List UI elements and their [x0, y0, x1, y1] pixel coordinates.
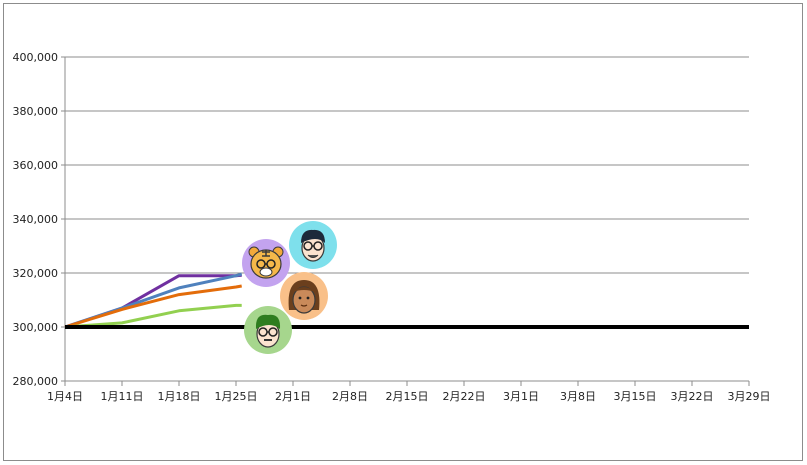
series-line-4	[64, 303, 242, 329]
series-line-3	[64, 284, 242, 329]
avatars	[242, 221, 337, 354]
tiger-stripes	[262, 250, 270, 257]
line-chart: 280,000 300,000 320,000 340,000 360,000 380,0…	[13, 51, 771, 403]
x-tick-label: 1月25日	[215, 390, 258, 403]
x-tick-label: 2月8日	[332, 390, 368, 403]
hair	[301, 229, 325, 243]
y-tick-label: 280,000	[13, 375, 59, 388]
beard	[307, 254, 319, 258]
x-tick-label: 1月18日	[158, 390, 201, 403]
x-tick-label: 3月22日	[671, 390, 714, 403]
axes: 280,000 300,000 320,000 340,000 360,000 380,0…	[13, 51, 771, 403]
series-lines	[64, 272, 243, 329]
eye-left	[298, 296, 302, 300]
tiger-mouth	[259, 267, 273, 277]
x-tick-label: 1月4日	[47, 390, 83, 403]
tiger-avatar-icon	[242, 239, 290, 287]
x-tick-label: 2月15日	[386, 390, 429, 403]
y-tick-label: 360,000	[13, 159, 59, 172]
man-glasses-avatar-icon	[289, 221, 337, 269]
x-tick-label: 3月8日	[560, 390, 596, 403]
x-tick-label: 3月29日	[728, 390, 771, 403]
chart-area: 280,000 300,000 320,000 340,000 360,000 380,0…	[3, 3, 803, 461]
x-tick-label: 2月22日	[443, 390, 486, 403]
y-tick-label: 400,000	[13, 51, 59, 64]
long-hair-avatar-icon	[280, 272, 328, 320]
x-tick-label: 2月1日	[275, 390, 311, 403]
eye-right	[306, 296, 310, 300]
x-tick-label: 3月15日	[614, 390, 657, 403]
y-tick-label: 300,000	[13, 321, 59, 334]
y-tick-label: 340,000	[13, 213, 59, 226]
gridlines	[65, 56, 749, 328]
mouth	[300, 304, 308, 307]
green-hair-avatar-icon	[244, 306, 292, 354]
y-tick-label: 320,000	[13, 267, 59, 280]
bangs	[293, 287, 315, 292]
x-tick-label: 3月1日	[503, 390, 539, 403]
hair	[255, 314, 281, 329]
x-tick-label: 1月11日	[101, 390, 144, 403]
y-tick-label: 380,000	[13, 105, 59, 118]
